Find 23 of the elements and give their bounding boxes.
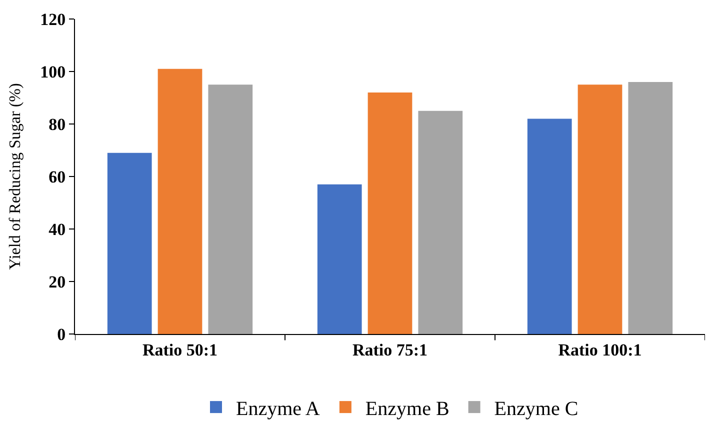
bar [368,92,412,334]
legend-label: Enzyme C [494,398,578,420]
bar [158,68,202,334]
y-tick-label: 60 [48,167,66,186]
bar [317,184,362,334]
legend-label: Enzyme B [365,398,450,420]
x-tick-label: Ratio 100:1 [558,340,642,360]
y-tick-label: 0 [57,324,66,344]
y-tick-label: 120 [40,10,66,29]
bar [208,84,253,334]
bar [418,110,463,334]
x-tick-label: Ratio 75:1 [352,340,428,360]
y-tick-label: 100 [40,62,66,82]
y-tick-label: 20 [48,272,66,292]
y-tick-label: 40 [48,220,66,239]
y-axis-title: Yield of Reducing Sugar (%) [7,83,24,270]
legend-label: Enzyme A [236,398,320,420]
y-tick-label: 80 [48,114,66,134]
bar [578,84,622,334]
bar [628,82,673,334]
bar [527,118,572,334]
bar [107,152,152,334]
x-tick-label: Ratio 50:1 [142,340,218,360]
